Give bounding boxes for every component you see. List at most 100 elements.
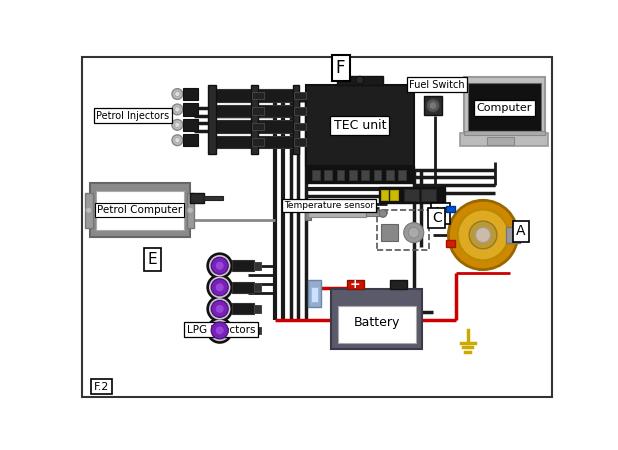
Bar [187,193,194,228]
Circle shape [210,256,230,276]
Bar [256,90,293,102]
Bar [250,85,258,154]
Bar [487,137,514,145]
Bar [208,85,216,154]
Bar [232,282,253,292]
Bar [232,325,253,336]
Bar [253,262,261,270]
Text: Battery: Battery [353,316,400,329]
Circle shape [86,207,92,213]
Circle shape [175,122,180,127]
Bar [214,120,250,133]
Bar [337,306,416,343]
Bar [464,131,544,135]
Bar [183,119,198,131]
Circle shape [172,119,183,130]
Bar [85,193,93,228]
Bar [337,76,383,85]
Circle shape [426,99,440,112]
Circle shape [172,135,183,146]
Bar [252,92,264,99]
Circle shape [208,253,232,278]
Bar [424,96,442,115]
Circle shape [172,104,183,115]
Bar [349,170,357,180]
Text: +: + [350,279,360,292]
Bar [381,224,397,241]
Bar [446,240,455,247]
Bar [252,138,264,146]
Bar [306,85,413,166]
Text: Fuel Switch: Fuel Switch [409,80,465,90]
Bar [293,85,299,154]
Bar [308,210,366,217]
Bar [214,105,250,117]
Bar [253,305,261,313]
Text: F: F [336,59,345,77]
Bar [421,189,436,201]
Circle shape [215,261,224,270]
Bar [347,279,364,289]
Circle shape [210,299,230,319]
Bar [306,166,413,183]
Circle shape [175,91,180,97]
Bar [311,287,318,302]
Bar [232,261,253,271]
Bar [390,190,397,199]
Circle shape [175,138,180,143]
Bar [214,135,250,148]
Text: M: M [434,207,447,220]
Bar [190,194,203,202]
Bar [366,210,383,216]
Text: E: E [148,252,158,267]
Circle shape [187,207,193,213]
Bar [294,138,306,146]
Bar [377,210,429,250]
Bar [331,289,422,349]
Text: Temperature sensor: Temperature sensor [284,201,374,210]
Text: TEC unit: TEC unit [334,119,386,132]
Circle shape [469,221,497,249]
Circle shape [215,304,224,314]
Bar [183,134,198,146]
Circle shape [208,297,232,321]
Text: Computer: Computer [476,103,532,113]
Bar [337,170,344,180]
Text: A: A [516,224,525,238]
Text: C: C [432,211,442,225]
Circle shape [210,320,230,341]
Bar [252,122,264,130]
Bar [305,207,311,220]
Bar [386,170,394,180]
Bar [232,303,253,314]
Bar [256,135,293,148]
Bar [374,170,381,180]
Bar [294,122,306,130]
Bar [464,77,544,135]
Bar [96,191,184,230]
Bar [183,104,198,116]
Bar [183,88,198,100]
Circle shape [215,283,224,292]
Circle shape [404,223,424,243]
Text: F.2: F.2 [94,382,109,392]
Bar [294,92,306,99]
Bar [214,90,250,102]
Circle shape [211,301,228,317]
Bar [506,227,520,243]
Circle shape [429,102,437,109]
Bar [256,105,293,117]
Circle shape [208,318,232,343]
Circle shape [458,210,509,261]
Circle shape [379,210,387,217]
Bar [446,206,455,212]
Circle shape [208,275,232,300]
Bar [379,187,444,202]
Bar [308,280,321,306]
Bar [381,190,388,199]
Bar [362,170,369,180]
Circle shape [175,107,180,112]
Bar [256,120,293,133]
Text: Petrol Computer: Petrol Computer [97,205,182,215]
Text: Petrol Injectors: Petrol Injectors [96,111,169,121]
